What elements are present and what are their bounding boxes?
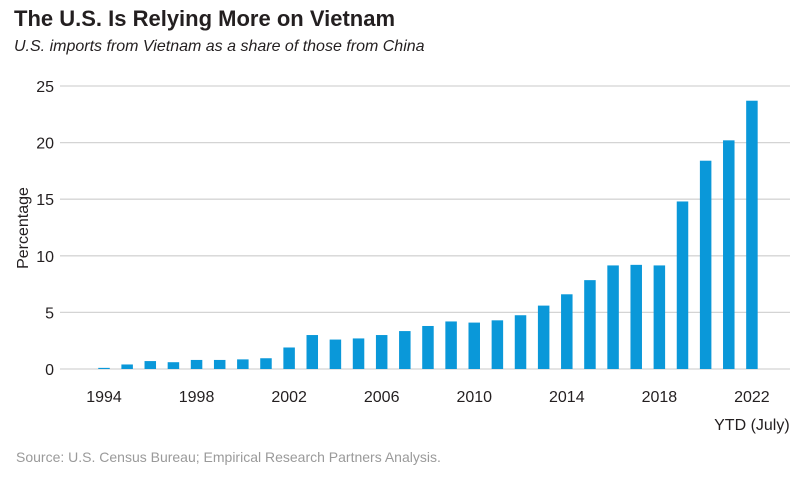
x-tick-label: 2014	[549, 389, 585, 406]
bar-1995	[121, 364, 133, 369]
bar-2011	[491, 320, 504, 369]
bar-2007	[399, 331, 411, 369]
bar-2000	[237, 359, 249, 369]
bar-2009	[445, 321, 457, 369]
x-tick-label: 1998	[179, 389, 215, 406]
y-axis-label: Percentage	[15, 187, 32, 269]
source-note: Source: U.S. Census Bureau; Empirical Re…	[16, 449, 441, 465]
x-tick-label: 2010	[456, 389, 492, 406]
bar-2014	[561, 294, 573, 369]
bar-2010	[468, 322, 480, 369]
bar-1997	[167, 362, 180, 369]
bar-2015	[584, 280, 596, 369]
bar-1996	[144, 361, 157, 369]
chart-subtitle: U.S. imports from Vietnam as a share of …	[14, 38, 425, 55]
bar-1999	[213, 359, 226, 369]
bar-2006	[375, 335, 388, 369]
bar-2016	[607, 265, 619, 369]
bar-2008	[422, 325, 434, 369]
bar-2001	[260, 358, 272, 369]
y-tick-label: 10	[36, 249, 54, 266]
bar-2022	[746, 100, 758, 369]
bar-2005	[352, 338, 365, 369]
y-tick-label: 20	[36, 136, 54, 153]
bar-1998	[190, 359, 203, 369]
bar-1994	[98, 367, 110, 369]
x-tick-label: 2006	[364, 389, 400, 406]
bar-2021	[723, 140, 735, 369]
x-tick-label: 2002	[271, 389, 307, 406]
chart-title: The U.S. Is Relying More on Vietnam	[14, 6, 396, 31]
y-tick-label: 25	[36, 79, 54, 96]
bar-2002	[283, 347, 295, 369]
y-tick-label: 5	[45, 305, 54, 322]
bar-2019	[676, 201, 689, 369]
x-tick-label: 1994	[86, 389, 122, 406]
bar-2003	[306, 335, 319, 369]
bar-2018	[653, 265, 666, 369]
y-tick-label: 15	[36, 192, 54, 209]
y-tick-label: 0	[45, 362, 54, 379]
bar-2017	[630, 264, 642, 369]
bar-2020	[699, 160, 712, 369]
x-tick-label: 2022	[734, 389, 770, 406]
x-tick-label: 2018	[642, 389, 678, 406]
bar-2004	[329, 339, 342, 369]
x-tick-note: YTD (July)	[714, 417, 790, 434]
bar-2012	[514, 315, 527, 369]
bar-2013	[537, 305, 550, 369]
